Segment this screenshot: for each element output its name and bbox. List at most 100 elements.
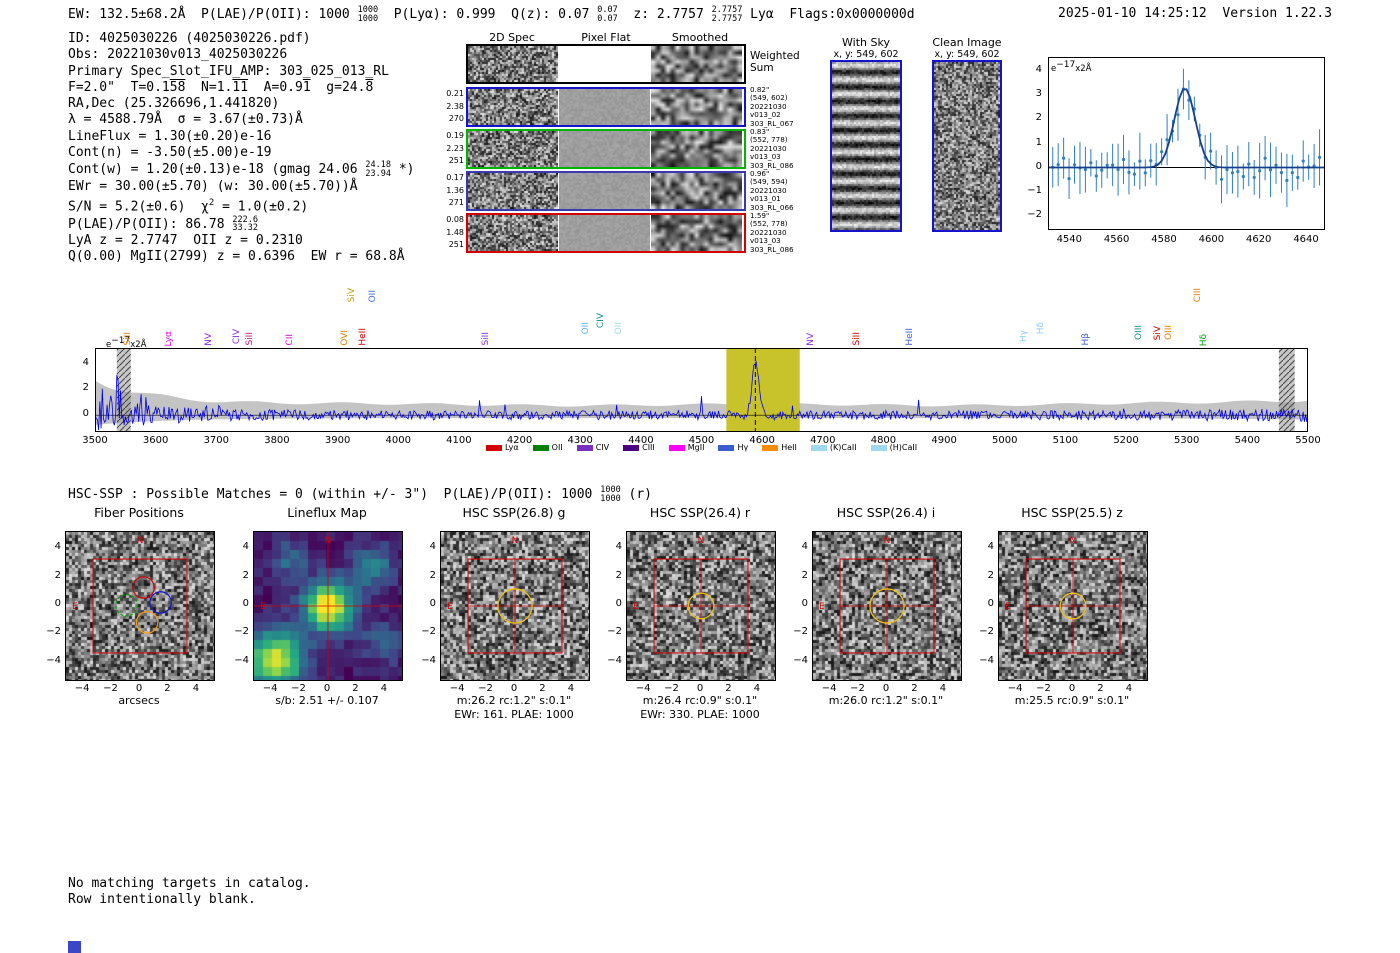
emission-line-label: OIII [1134, 324, 1145, 340]
annotation-line: Weighted [750, 50, 800, 62]
spectrum-x-tick: 4300 [567, 435, 593, 446]
annotation-line: (549, 594) [750, 177, 788, 187]
compass-north: N [512, 536, 519, 546]
weight-value: 0.19 [446, 131, 464, 140]
legend-label: (H)CaII [889, 443, 918, 452]
footer-line: Row intentionally blank. [68, 892, 256, 908]
spectrum-x-tick: 3500 [82, 435, 108, 446]
legend-item: Hγ [718, 443, 748, 452]
thumb-caption-1: arcsecs [118, 694, 160, 707]
emission-line-label: CIV [595, 312, 606, 328]
fiber-circle [132, 576, 155, 599]
clean-image-coords: x, y: 549, 602 [934, 49, 1000, 60]
fit-y-tick: 2 [1035, 112, 1042, 124]
annotation-line: (552, 778) [750, 135, 788, 145]
thumb-y-tick: 0 [242, 598, 249, 609]
thumb-title: Lineflux Map [287, 505, 367, 520]
thumb-caption-1: m:26.2 rc:1.2" s:0.1" [456, 694, 572, 707]
line-highlight-region [726, 348, 800, 432]
spectrum-x-tick: 4000 [385, 435, 411, 446]
legend-item: CIV [576, 443, 609, 452]
emission-line-label: OIII [1163, 324, 1174, 340]
thumb-x-tick: 4 [567, 683, 575, 694]
col-title-2d-spec: 2D Spec [489, 31, 535, 44]
thumb-x-tick: 0 [696, 683, 704, 694]
data-point [1149, 159, 1153, 163]
header-meta: 2025-01-10 14:25:12 Version 1.22.3 [1058, 6, 1332, 22]
thumb-y-tick: −2 [234, 626, 249, 638]
emission-line-label: Hβ [1081, 333, 1092, 346]
thumb-title: HSC SSP(26.4) i [836, 505, 936, 520]
thumb-x-tick: 0 [1068, 683, 1076, 694]
cutout-row-weights: 0.21 2.38 270 [438, 88, 464, 126]
info-line-4: F=2.0" T=0.158 N=1.11 A=0.91 g=24.8 [68, 79, 374, 95]
spectrum-x-tick: 3800 [264, 435, 290, 446]
thumb-x-tick: 0 [882, 683, 890, 694]
header-summary: EW: 132.5±68.2Å P(LAE)/P(OII): 1000 1000… [68, 5, 915, 24]
data-point [1165, 138, 1169, 142]
weight-value: 2.23 [446, 143, 464, 153]
data-point [1285, 178, 1289, 183]
aperture-circle [869, 588, 905, 624]
cutout-row [466, 129, 746, 169]
legend-label: CIII [642, 443, 655, 452]
legend-swatch [485, 444, 502, 451]
aperture-circle [687, 592, 715, 620]
annotation-line: 303_RL_066 [750, 202, 794, 212]
legend-item: Lyα [485, 443, 519, 452]
info-line-6: λ = 4588.79Å σ = 3.67(±0.73)Å [68, 112, 303, 128]
data-point [1236, 169, 1240, 174]
emission-line-label: SiII [480, 332, 491, 346]
thumb-y-tick: −2 [979, 626, 994, 638]
thumb-y-tick: −4 [607, 654, 622, 666]
cutout-row [466, 44, 746, 84]
weight-value: 271 [448, 198, 464, 207]
col-title-pixel-flat: Pixel Flat [581, 31, 631, 44]
fit-y-tick: −2 [1027, 208, 1042, 220]
data-point [1083, 168, 1088, 172]
compass-north: N [884, 536, 891, 546]
thumb-y-tick: 0 [615, 598, 622, 609]
spectrum-x-tick: 4400 [628, 435, 654, 446]
extraction-box [839, 558, 935, 654]
emission-line-label: SiII [122, 332, 133, 346]
weight-value: 251 [448, 156, 464, 165]
gaussian-fit-line [1048, 88, 1325, 169]
data-point [1301, 159, 1305, 163]
weighted-sum-label: Weighted Sum [750, 50, 814, 74]
spectrum-x-tick: 3600 [142, 435, 169, 446]
thumb-overlay: NE [819, 536, 935, 654]
emission-line-label: SiV [347, 287, 358, 302]
cutout-smoothed-image [651, 215, 742, 251]
weight-value: 270 [448, 114, 464, 123]
cutout-pixelflat-image [559, 215, 650, 251]
legend-label: HeII [781, 443, 797, 452]
info-line-10: EWr = 30.00(±5.70) (w: 30.00(±5.70))Å [68, 178, 358, 194]
data-point [1138, 159, 1142, 163]
emission-line-label: Hδ [1036, 321, 1047, 334]
data-point [1225, 168, 1229, 172]
emission-line-label: OVI [339, 330, 350, 346]
thumb-y-tick: 2 [615, 569, 622, 581]
data-point [1274, 163, 1278, 167]
thumb-overlay: NE [72, 536, 188, 654]
cutout-row-annotation: 0.83" (552, 778) 20221030 v013_03 303_RL_086 [750, 127, 814, 170]
clean-image-title: Clean Image [932, 36, 1002, 49]
with-sky-title: With Sky [842, 36, 890, 49]
fit-y-tick: 3 [1035, 88, 1042, 100]
thumb-y-tick: 2 [242, 569, 249, 581]
cutout-row-annotation: 1.59" (552, 778) 20221030 v013_03 303_RL_086 [750, 211, 814, 254]
annotation-line: (552, 778) [750, 219, 788, 229]
legend-swatch [762, 444, 779, 451]
legend-item: HeII [762, 443, 797, 452]
thumb-y-tick: 4 [615, 541, 622, 553]
annotation-line: 0.82" [750, 85, 770, 94]
emission-line-label: OII [367, 289, 378, 302]
thumb-x-tick: 2 [539, 683, 546, 694]
compass-north: N [698, 536, 705, 546]
plot-border [95, 348, 1308, 432]
data-point [1160, 150, 1164, 154]
